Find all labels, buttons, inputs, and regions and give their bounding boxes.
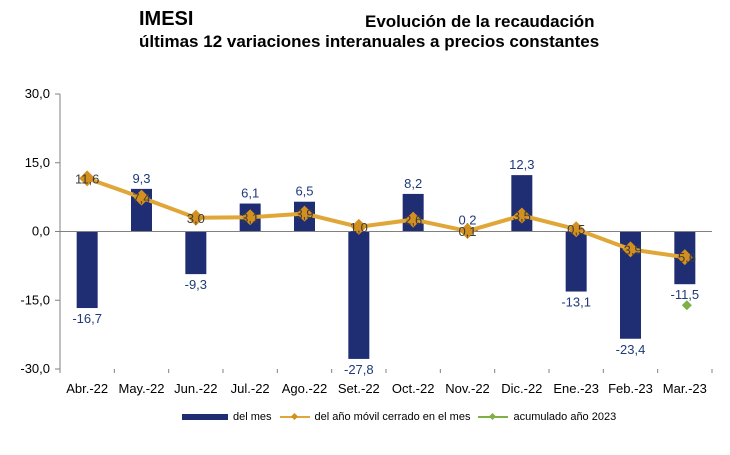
bar-del-mes	[620, 231, 641, 339]
line-point-ano-movil	[296, 205, 313, 222]
line-point-ano-movil	[187, 209, 204, 226]
legend-line-swatch	[279, 412, 310, 421]
y-tick-label: 15,0	[25, 155, 50, 170]
bar-data-label: -9,3	[185, 277, 207, 292]
line-data-label: 3,9	[295, 207, 313, 222]
line-data-label: 0,5	[567, 222, 585, 237]
bar-data-label: 9,3	[132, 171, 150, 186]
point-acumulado-2023	[681, 300, 692, 311]
x-tick-label: Oct.-22	[392, 381, 435, 396]
line-ano-movil	[86, 176, 686, 260]
legend-item-ano-movil: del año móvil cerrado en el mes	[279, 411, 471, 423]
y-tick-label: 0,0	[32, 224, 50, 239]
legend-label-acumulado: acumulado año 2023	[513, 411, 617, 423]
legend-bar-swatch	[182, 414, 228, 420]
bar-data-label: 0,2	[458, 213, 476, 228]
x-tick-label: Jun.-22	[174, 381, 217, 396]
line-data-label: 2,6	[404, 213, 422, 228]
x-tick-label: Abr.-22	[66, 381, 108, 396]
line-data-label: 7,4	[132, 191, 150, 206]
line-data-label: 3,5	[513, 208, 531, 223]
bar-data-label: -16,7	[72, 311, 102, 326]
bar-data-label: 6,5	[295, 184, 313, 199]
line-data-label: 1,0	[350, 220, 368, 235]
chart-subtitle: últimas 12 variaciones interanuales a pr…	[139, 32, 600, 51]
legend-label-ano-movil: del año móvil cerrado en el mes	[314, 411, 471, 423]
bar-data-label: 8,2	[404, 176, 422, 191]
line-data-label: -5,6	[674, 250, 696, 265]
line-point-ano-movil	[459, 223, 476, 240]
legend-item-acumulado: acumulado año 2023	[478, 411, 616, 423]
x-tick-label: Mar.-23	[663, 381, 707, 396]
bar-del-mes	[565, 231, 587, 292]
line-data-label: 11,6	[75, 171, 99, 186]
line-point-ano-movil	[513, 207, 530, 224]
legend-item-del-mes: del mes	[182, 411, 272, 423]
y-tick-label: 30,0	[25, 86, 50, 101]
y-tick-label: -15,0	[20, 292, 50, 307]
line-point-ano-movil	[242, 209, 259, 226]
bar-data-label: -27,8	[344, 362, 374, 377]
bar-data-label: 12,3	[509, 157, 534, 172]
line-point-ano-movil	[676, 249, 693, 266]
bar-del-mes	[185, 231, 207, 275]
chart-legend: del mes del año móvil cerrado en el mes …	[182, 411, 624, 423]
bar-del-mes	[76, 231, 98, 309]
bar-data-label: -11,5	[670, 287, 699, 302]
x-tick-label: Ene.-23	[553, 381, 599, 396]
line-point-ano-movil	[350, 218, 367, 235]
line-point-ano-movil	[79, 170, 96, 187]
chart-title: IMESI	[139, 8, 194, 30]
line-point-ano-movil	[622, 241, 639, 258]
line-data-label: 0,1	[458, 224, 476, 239]
bar-data-label: -23,4	[616, 342, 646, 357]
x-tick-label: Nov.-22	[445, 381, 490, 396]
legend-label-del-mes: del mes	[233, 411, 272, 423]
x-tick-label: Ago.-22	[282, 381, 328, 396]
bar-data-label: 6,1	[241, 186, 259, 201]
line-data-label: -3,9	[619, 242, 641, 257]
x-tick-label: Set.-22	[338, 381, 380, 396]
x-tick-label: Jul.-22	[231, 381, 270, 396]
bar-data-label: -13,1	[561, 295, 591, 310]
chart-title-right: Evolución de la recaudación	[365, 12, 595, 31]
y-tick-label: -30,0	[20, 361, 50, 376]
line-point-ano-movil	[133, 189, 150, 206]
bar-del-mes	[348, 231, 370, 359]
x-tick-label: Dic.-22	[501, 381, 542, 396]
line-point-ano-movil	[568, 221, 585, 238]
line-data-label: 3,0	[187, 211, 205, 226]
x-tick-label: May.-22	[119, 381, 165, 396]
x-tick-label: Feb.-23	[608, 381, 653, 396]
line-data-label: 3,1	[241, 210, 259, 225]
line-point-ano-movil	[405, 211, 422, 228]
legend-accumulated-swatch	[478, 412, 509, 421]
